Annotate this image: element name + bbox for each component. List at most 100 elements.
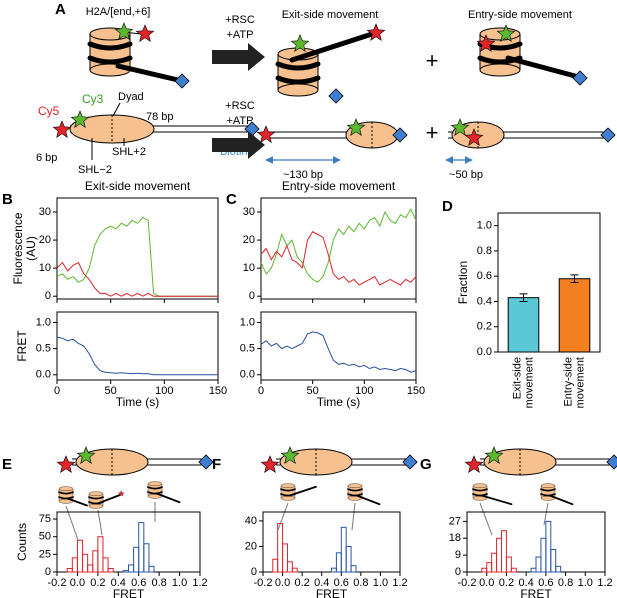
schematic: A H2A/[end,+6] +RSC +ATP Exit-side movem…: [2, 1, 617, 541]
y-tick-label: 0: [249, 290, 255, 302]
histogram-bin: [535, 556, 542, 573]
x-tick-label: 0.4: [111, 577, 126, 589]
y-tick-label: 20: [39, 234, 51, 246]
nucleosome: [278, 23, 385, 104]
panel-label: C: [226, 191, 237, 208]
histogram-bin: [128, 564, 135, 573]
y-axis-label: FRET: [15, 330, 29, 362]
shl-label: SHL−2: [78, 164, 112, 176]
histogram-bin: [272, 558, 279, 573]
shl-label: SHL+2: [112, 146, 146, 158]
linear-construct: [53, 102, 260, 160]
histogram-bin: [133, 546, 140, 573]
y-axis-label: Fraction: [456, 261, 470, 304]
trace: [56, 216, 218, 297]
x-tick-label: 0.2: [90, 577, 105, 589]
x-tick-label: 100: [355, 385, 373, 397]
shift-label: ~50 bp: [449, 169, 483, 181]
histogram-bin: [76, 539, 84, 573]
histogram-bin: [282, 543, 288, 573]
histogram-bin: [107, 567, 114, 573]
plot-frame: [56, 197, 219, 300]
histogram-bin: [71, 557, 78, 573]
x-tick-label: 150: [407, 385, 425, 397]
y-tick-label: 0.0: [477, 346, 492, 358]
reagent: +ATP: [226, 115, 253, 127]
plus: +: [426, 120, 439, 145]
y-tick-label: 18: [449, 532, 461, 544]
histogram-bin: [340, 526, 347, 573]
trace: [56, 261, 218, 297]
x-axis-label: FRET: [520, 587, 552, 598]
y-tick-label: 30: [39, 206, 51, 218]
histogram-bin: [345, 545, 352, 573]
y-tick-label: 10: [39, 262, 51, 274]
y-tick-label: 30: [243, 206, 255, 218]
y-tick-label: 0.0: [240, 369, 255, 381]
x-tick-label: 0.4: [518, 577, 533, 589]
x-tick-label: 1.2: [597, 577, 612, 589]
exit-title: Exit-side movement: [282, 9, 379, 21]
histogram-bin: [92, 550, 99, 573]
x-tick-label: 1.0: [373, 577, 388, 589]
x-tick-label: 150: [209, 385, 227, 397]
histogram-bin: [505, 556, 512, 573]
histogram-bin: [138, 522, 145, 573]
chart-title: Exit-side movement: [85, 179, 191, 193]
plus: +: [426, 48, 439, 73]
histogram-bin: [481, 567, 488, 573]
y-tick-label: 0: [455, 566, 461, 578]
panel-label: B: [2, 191, 13, 208]
histogram-bin: [550, 549, 557, 573]
x-tick-label: 50: [105, 385, 117, 397]
trace: [260, 208, 417, 283]
y-tick-label: 0: [45, 290, 51, 302]
histogram-bin: [491, 552, 498, 573]
histogram-bin: [350, 565, 357, 573]
y-tick-label: 50: [39, 531, 51, 543]
x-tick-label: 0.8: [353, 577, 368, 589]
x-tick-label: movement: [574, 357, 586, 408]
plot-frame: [56, 511, 201, 573]
construct: H2A/[end,+6]: [86, 6, 151, 18]
y-tick-label: 1.0: [36, 316, 51, 328]
histogram-bin: [148, 565, 155, 573]
x-tick-label: 1.0: [578, 577, 593, 589]
chart-title: Entry-side movement: [282, 179, 396, 193]
x-axis-label: Time (s): [116, 395, 160, 409]
x-tick-label: Exit-side: [511, 357, 523, 399]
x-axis-label: FRET: [316, 587, 348, 598]
y-axis-label: Counts: [15, 523, 29, 561]
x-axis-label: Time (s): [317, 395, 361, 409]
plot-frame: [56, 311, 219, 381]
x-tick-label: 0.0: [70, 577, 85, 589]
histogram-bin: [486, 562, 493, 573]
x-tick-label: Entry-side: [562, 357, 574, 407]
trace: [260, 331, 417, 373]
x-tick-label: -0.2: [48, 577, 67, 589]
cy3-label: Cy3: [82, 92, 104, 106]
offset-label: 6 bp: [36, 152, 57, 164]
histogram-bin: [87, 564, 94, 573]
x-tick-label: 1.0: [172, 577, 187, 589]
x-tick-label: -0.2: [458, 577, 477, 589]
nucleosome: [90, 22, 190, 89]
x-tick-label: 0.2: [294, 577, 309, 589]
x-tick-label: -0.2: [254, 577, 273, 589]
plot-frame: [497, 212, 601, 353]
bar: [558, 278, 591, 353]
y-tick-label: 27: [449, 515, 461, 527]
nucleosome: [477, 24, 588, 86]
histogram-bin: [97, 536, 104, 573]
error-bar: [519, 293, 528, 302]
y-tick-label: 0.6: [477, 270, 492, 282]
trace: [56, 336, 218, 376]
x-axis-label: FRET: [113, 587, 145, 598]
x-tick-label: 0.0: [479, 577, 494, 589]
x-tick-label: 0: [258, 385, 264, 397]
reagent: +RSC: [225, 14, 255, 26]
x-tick-label: 0.2: [499, 577, 514, 589]
reagent: +RSC: [225, 100, 255, 112]
histogram-bin: [530, 567, 537, 573]
